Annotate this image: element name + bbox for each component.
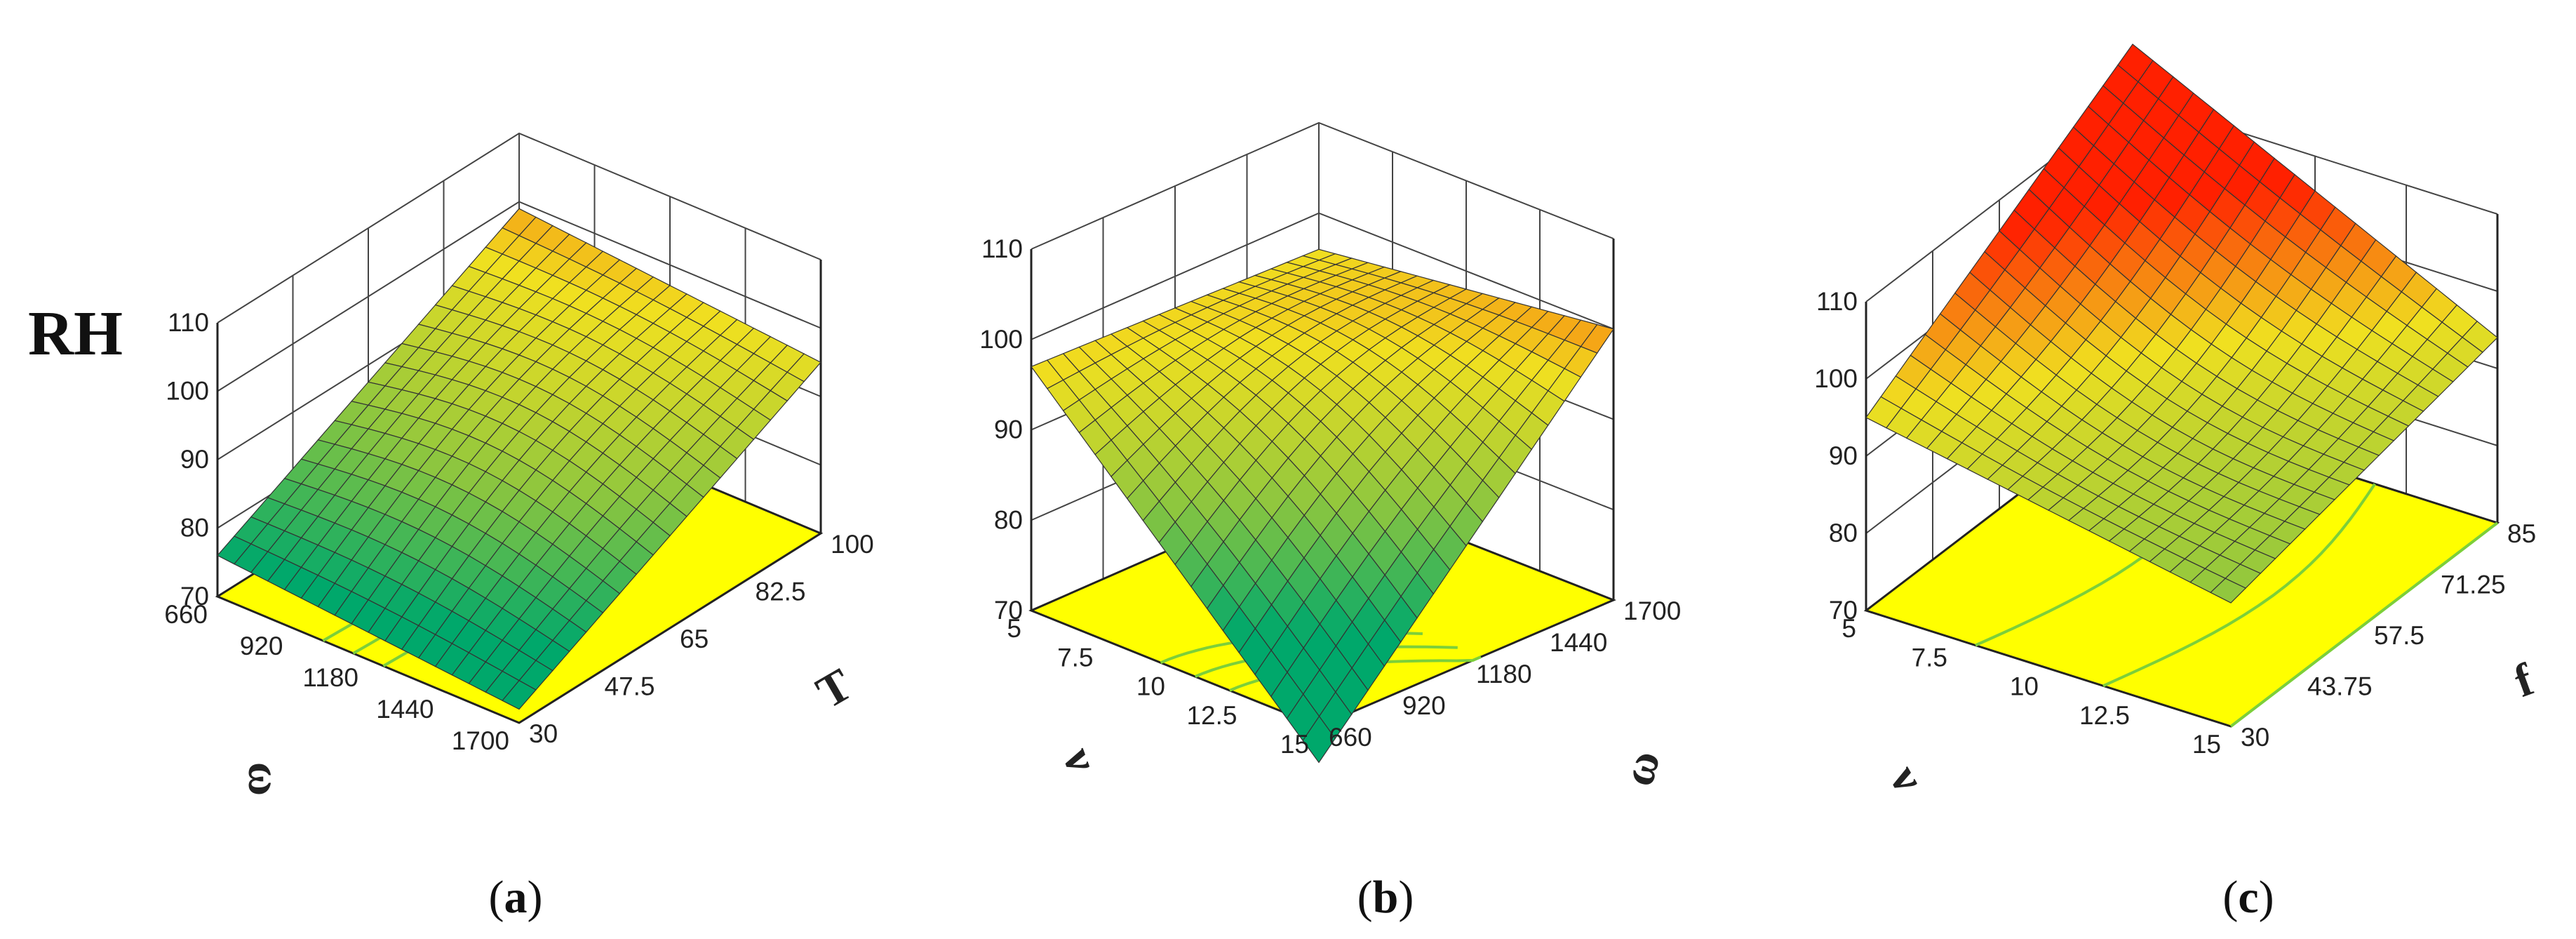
z-tick-label: 90 bbox=[1829, 441, 1858, 470]
caption-part: ) bbox=[528, 872, 543, 923]
x-tick-label: 5 bbox=[1842, 614, 1856, 643]
z-tick-label: 70 bbox=[180, 582, 209, 611]
y-axis-label: T bbox=[808, 659, 861, 719]
z-tick-label: 80 bbox=[1829, 519, 1858, 547]
caption-part: ) bbox=[1398, 872, 1414, 923]
z-tick-label: 90 bbox=[994, 415, 1023, 444]
x-tick-label: 1700 bbox=[452, 726, 509, 755]
caption-part: a bbox=[504, 872, 528, 923]
caption-part: ( bbox=[1357, 872, 1373, 923]
z-tick-label: 100 bbox=[1814, 364, 1858, 393]
z-tick-label: 70 bbox=[994, 596, 1023, 625]
z-ticks: 70 80 90 100 110 bbox=[1814, 287, 1858, 625]
x-tick-label: 5 bbox=[1007, 614, 1021, 643]
panel-caption: (c) bbox=[2222, 872, 2274, 923]
z-tick-label: 110 bbox=[981, 234, 1023, 263]
caption-part: ( bbox=[2222, 872, 2238, 923]
x-ticks: 660 920 1180 1440 1700 bbox=[164, 600, 509, 755]
x-tick-label: 10 bbox=[1136, 672, 1165, 701]
x-tick-label: 1440 bbox=[376, 695, 434, 724]
response-surface bbox=[1865, 44, 2498, 604]
y-axis-label: ω bbox=[1612, 745, 1670, 791]
response-surface bbox=[1031, 248, 1614, 764]
y-axis-label: f bbox=[2508, 653, 2541, 707]
surface-cell bbox=[2210, 578, 2247, 604]
y-tick-label: 71.25 bbox=[2441, 571, 2506, 599]
y-tick-label: 30 bbox=[2241, 723, 2269, 752]
y-tick-label: 65 bbox=[680, 625, 709, 653]
y-tick-label: 1700 bbox=[1623, 597, 1681, 625]
x-tick-label: 660 bbox=[164, 600, 208, 629]
chart-panel-b: 70 80 90 100 110 5 7.5 10 12.5 15 660 920 1180 1440 17… bbox=[979, 121, 1681, 923]
x-tick-label: 920 bbox=[240, 632, 283, 660]
caption-part: ) bbox=[2259, 872, 2274, 923]
x-tick-label: 15 bbox=[1280, 730, 1309, 759]
panel-caption: (a) bbox=[489, 872, 543, 923]
z-tick-label: 110 bbox=[168, 308, 209, 337]
z-ticks: 70 80 90 100 110 bbox=[166, 308, 209, 611]
y-ticks: 660 920 1180 1440 1700 bbox=[1329, 597, 1681, 752]
caption-part: ( bbox=[489, 872, 504, 923]
x-axis-label: ν bbox=[1053, 740, 1108, 778]
z-tick-label: 110 bbox=[1816, 287, 1858, 316]
x-axis-label: ν bbox=[1879, 756, 1934, 800]
surface-cell bbox=[1302, 715, 1336, 764]
x-tick-label: 12.5 bbox=[2079, 701, 2130, 730]
z-tick-label: 80 bbox=[994, 505, 1023, 534]
x-tick-label: 15 bbox=[2192, 730, 2221, 759]
y-ticks: 30 47.5 65 82.5 100 bbox=[529, 530, 874, 748]
contour-line bbox=[2229, 521, 2499, 728]
z-ticks: 70 80 90 100 110 bbox=[979, 234, 1023, 625]
x-axis-label: ω bbox=[239, 762, 290, 796]
contour-line bbox=[2102, 483, 2376, 688]
z-tick-label: 90 bbox=[180, 445, 209, 474]
y-tick-label: 660 bbox=[1329, 723, 1372, 752]
z-tick-label: 100 bbox=[166, 377, 209, 406]
y-tick-label: 1440 bbox=[1550, 628, 1607, 657]
x-ticks: 5 7.5 10 12.5 15 bbox=[1842, 614, 2221, 759]
y-tick-label: 82.5 bbox=[756, 578, 806, 606]
z-axis-label: RH bbox=[28, 299, 123, 368]
x-tick-label: 12.5 bbox=[1186, 701, 1237, 730]
x-tick-label: 7.5 bbox=[1912, 643, 1947, 672]
caption-part: b bbox=[1373, 872, 1399, 923]
y-tick-label: 57.5 bbox=[2374, 621, 2424, 650]
panel-caption: (b) bbox=[1357, 872, 1414, 923]
y-tick-label: 85 bbox=[2507, 519, 2536, 548]
y-tick-label: 100 bbox=[831, 530, 874, 559]
z-tick-label: 100 bbox=[979, 325, 1023, 354]
y-tick-label: 30 bbox=[529, 719, 558, 748]
x-tick-label: 1180 bbox=[302, 663, 358, 692]
chart-panel-a: 70 80 90 100 110 660 920 1180 1440 1700 30 47.5 65 82… bbox=[28, 132, 874, 923]
x-tick-label: 10 bbox=[2010, 672, 2039, 701]
y-tick-label: 47.5 bbox=[605, 672, 655, 701]
y-tick-label: 920 bbox=[1402, 691, 1446, 720]
x-tick-label: 7.5 bbox=[1057, 643, 1093, 672]
caption-part: c bbox=[2238, 872, 2258, 923]
y-tick-label: 43.75 bbox=[2307, 672, 2373, 701]
response-surface bbox=[217, 208, 821, 710]
z-tick-label: 80 bbox=[180, 514, 209, 542]
surface-cell bbox=[502, 679, 537, 710]
x-ticks: 5 7.5 10 12.5 15 bbox=[1007, 614, 1309, 759]
y-tick-label: 1180 bbox=[1476, 660, 1532, 688]
z-tick-label: 70 bbox=[1829, 596, 1858, 625]
